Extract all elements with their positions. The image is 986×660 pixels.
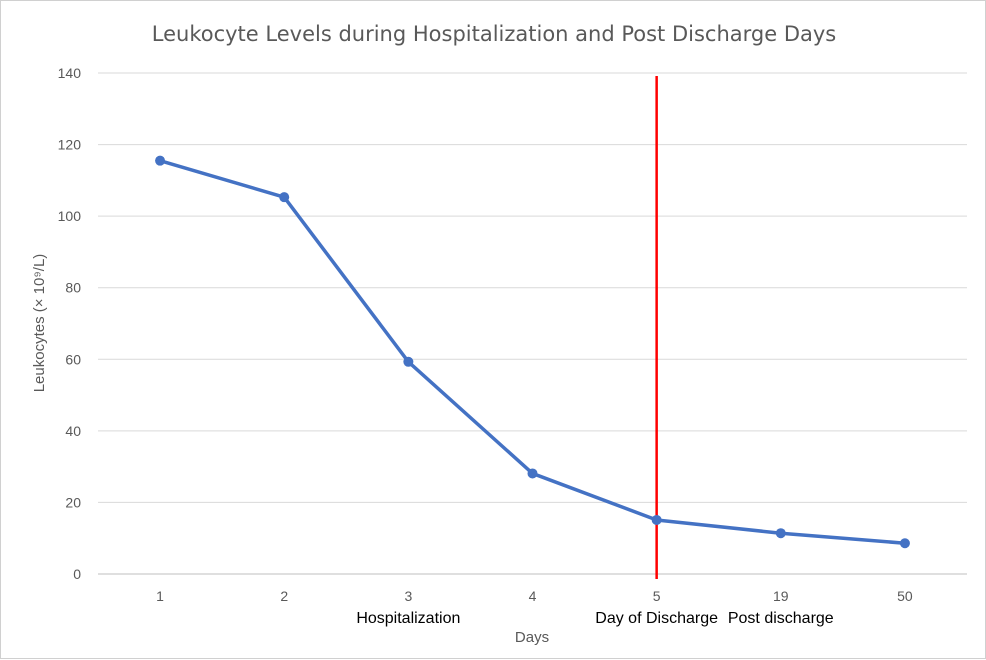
annotation-label: Day of Discharge (595, 610, 718, 627)
data-point (775, 528, 786, 539)
y-tick-label: 40 (65, 423, 81, 439)
x-tick-label: 3 (404, 588, 412, 604)
y-tick-label: 60 (65, 351, 81, 367)
x-tick-label: 50 (897, 588, 913, 604)
y-tick-label: 20 (65, 494, 81, 510)
y-tick-label: 140 (58, 65, 82, 81)
y-tick-label: 100 (58, 208, 82, 224)
chart-title: Leukocyte Levels during Hospitalization … (152, 22, 836, 46)
y-tick-label: 80 (65, 280, 81, 296)
data-point (527, 468, 538, 479)
x-tick-label: 19 (773, 588, 789, 604)
y-tick-label: 120 (58, 137, 82, 153)
x-tick-label: 4 (529, 588, 537, 604)
x-axis-label: Days (515, 629, 549, 646)
y-tick-label: 0 (73, 566, 81, 582)
data-point (155, 155, 166, 166)
annotation-label: Post discharge (728, 610, 834, 627)
data-point (651, 514, 662, 525)
x-tick-label: 1 (156, 588, 164, 604)
x-tick-label: 5 (653, 588, 661, 604)
series-line (159, 158, 906, 545)
data-point (899, 538, 910, 549)
data-point (279, 192, 290, 203)
x-tick-label: 2 (280, 588, 288, 604)
annotation-label: Hospitalization (356, 610, 460, 627)
y-axis-label: Leukocytes (× 10⁹/L) (31, 254, 48, 393)
data-point (403, 356, 414, 367)
